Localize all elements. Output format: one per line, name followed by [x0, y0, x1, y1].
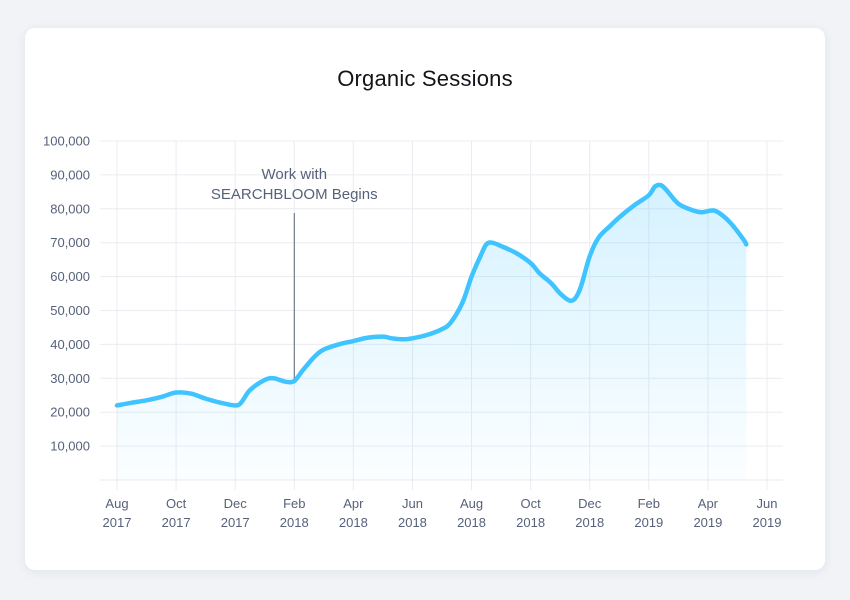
x-tick-label: Feb 2018 [280, 496, 309, 530]
y-tick-label: 20,000 [50, 405, 90, 420]
y-tick-label: 90,000 [50, 167, 90, 182]
y-tick-label: 10,000 [50, 439, 90, 454]
x-tick-label: Aug 2017 [103, 496, 132, 530]
x-tick-label: Feb 2019 [634, 496, 663, 530]
chart-title: Organic Sessions [337, 66, 513, 91]
x-tick-label: Oct 2017 [162, 496, 191, 530]
y-axis: 10,000 20,000 30,000 40,000 50,000 60,000 70,0… [43, 134, 90, 454]
y-tick-label: 60,000 [50, 269, 90, 284]
x-axis: Aug 2017 Oct 2017 Dec 2017 Feb 2018 Apr 2018 Jun 20… [103, 496, 782, 530]
annotation-text-line2: SEARCHBLOOM Begins [211, 186, 378, 203]
y-tick-label: 30,000 [50, 371, 90, 386]
x-tick-label: Dec 2018 [575, 496, 604, 530]
y-tick-label: 50,000 [50, 303, 90, 318]
y-tick-label: 70,000 [50, 235, 90, 250]
x-tick-label: Apr 2019 [693, 496, 722, 530]
x-tick-label: Oct 2018 [516, 496, 545, 530]
line-layer [114, 182, 749, 408]
x-tick-label: Aug 2018 [457, 496, 486, 530]
annotation: Work with SEARCHBLOOM Begins [211, 166, 378, 381]
series-line [114, 182, 749, 408]
x-tick-label: Jun 2018 [398, 496, 427, 530]
x-tick-label: Jun 2019 [753, 496, 782, 530]
y-tick-label: 80,000 [50, 201, 90, 216]
annotation-text-line1: Work with [261, 166, 327, 183]
x-tick-label: Apr 2018 [339, 496, 368, 530]
y-tick-label: 100,000 [43, 134, 90, 149]
x-tick-label: Dec 2017 [221, 496, 250, 530]
y-tick-label: 40,000 [50, 337, 90, 352]
